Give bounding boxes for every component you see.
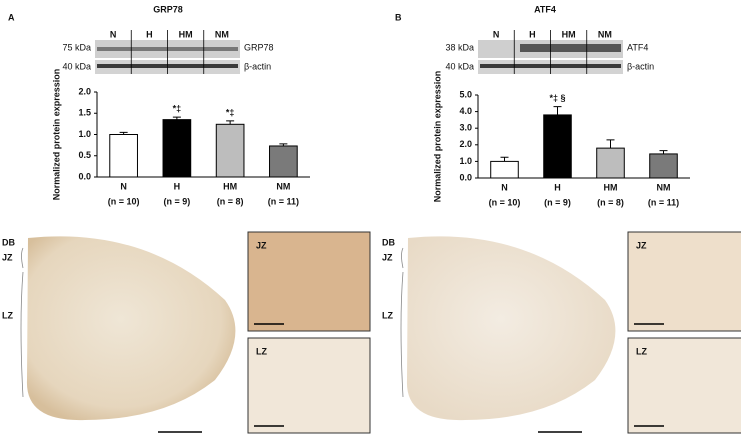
blot-size: 40 kDa — [62, 61, 91, 71]
bar — [649, 153, 678, 179]
sample-size: (n = 8) — [217, 196, 244, 206]
blot-size: 38 kDa — [445, 42, 474, 52]
tissue-section — [26, 236, 236, 421]
blot-size: 40 kDa — [445, 61, 474, 71]
blot-size: 75 kDa — [62, 42, 91, 52]
x-tick-label: HM — [223, 181, 237, 191]
tissue-section — [406, 236, 616, 421]
zone-label: DB — [382, 237, 395, 247]
sample-size: (n = 11) — [648, 197, 679, 207]
lane-label: N — [493, 29, 500, 39]
bar — [109, 134, 138, 178]
error-bar — [500, 156, 509, 162]
error-bar — [659, 150, 668, 154]
zone-label: JZ — [2, 252, 13, 262]
bar — [269, 145, 298, 178]
bar — [162, 119, 192, 178]
blot-band — [520, 44, 621, 52]
blot-protein: ATF4 — [627, 42, 648, 52]
inset-label: JZ — [636, 240, 647, 250]
sample-size: (n = 11) — [268, 196, 299, 206]
lane-label: H — [529, 29, 536, 39]
y-tick-label: 1.5 — [78, 108, 91, 118]
inset-image — [627, 337, 741, 434]
lane-label: N — [110, 29, 117, 39]
inset-image — [247, 231, 371, 332]
x-tick-label: NM — [276, 181, 290, 191]
panel-label: B — [395, 12, 402, 22]
zone-label: JZ — [382, 252, 393, 262]
y-tick-label: 1.0 — [459, 156, 472, 166]
x-tick-label: NM — [657, 182, 671, 192]
y-tick-label: 2.0 — [78, 86, 91, 96]
significance-label: *‡ — [226, 107, 235, 117]
zone-label: LZ — [2, 310, 13, 320]
bar — [215, 123, 245, 178]
inset-label: LZ — [636, 346, 647, 356]
blot-protein: β-actin — [244, 61, 271, 71]
sample-size: (n = 10) — [108, 196, 140, 206]
y-tick-label: 5.0 — [459, 89, 472, 99]
inset-label: LZ — [256, 346, 267, 356]
chart-title: ATF4 — [534, 4, 556, 14]
y-tick-label: 2.0 — [459, 139, 472, 149]
y-tick-label: 4.0 — [459, 106, 472, 116]
x-tick-label: N — [501, 182, 508, 192]
sample-size: (n = 10) — [489, 197, 521, 207]
bar — [543, 114, 572, 179]
error-bar — [279, 143, 288, 146]
inset-image — [627, 231, 741, 332]
y-tick-label: 0.0 — [459, 172, 472, 182]
sample-size: (n = 9) — [544, 197, 571, 207]
y-tick-label: 0.5 — [78, 150, 91, 160]
zone-label: LZ — [382, 310, 393, 320]
y-axis-label: Normalized protein expression — [432, 71, 442, 203]
y-tick-label: 1.0 — [78, 129, 91, 139]
x-tick-label: N — [120, 181, 127, 191]
bracket — [20, 247, 24, 398]
blot-protein: GRP78 — [244, 42, 274, 52]
chart-title: GRP78 — [153, 4, 183, 14]
inset-label: JZ — [256, 240, 267, 250]
lane-label: NM — [215, 29, 229, 39]
significance-label: *‡ — [173, 103, 182, 113]
x-tick-label: H — [554, 182, 561, 192]
lane-label: H — [146, 29, 153, 39]
significance-label: *‡ § — [549, 93, 565, 103]
x-tick-label: H — [174, 181, 181, 191]
blot-protein: β-actin — [627, 61, 654, 71]
bar — [490, 160, 519, 179]
panel-label: A — [8, 12, 15, 22]
error-bar — [172, 116, 181, 120]
error-bar — [553, 106, 562, 115]
bar — [596, 147, 625, 179]
sample-size: (n = 8) — [597, 197, 624, 207]
lane-label: NM — [598, 29, 612, 39]
y-axis-label: Normalized protein expression — [51, 69, 61, 201]
lane-label: HM — [179, 29, 193, 39]
bracket — [400, 247, 404, 398]
lane-label: HM — [562, 29, 576, 39]
x-tick-label: HM — [604, 182, 618, 192]
sample-size: (n = 9) — [163, 196, 190, 206]
error-bar — [119, 131, 128, 135]
inset-image — [247, 337, 371, 434]
y-tick-label: 3.0 — [459, 123, 472, 133]
error-bar — [606, 139, 615, 149]
y-tick-label: 0.0 — [78, 171, 91, 181]
error-bar — [226, 120, 235, 125]
zone-label: DB — [2, 237, 15, 247]
